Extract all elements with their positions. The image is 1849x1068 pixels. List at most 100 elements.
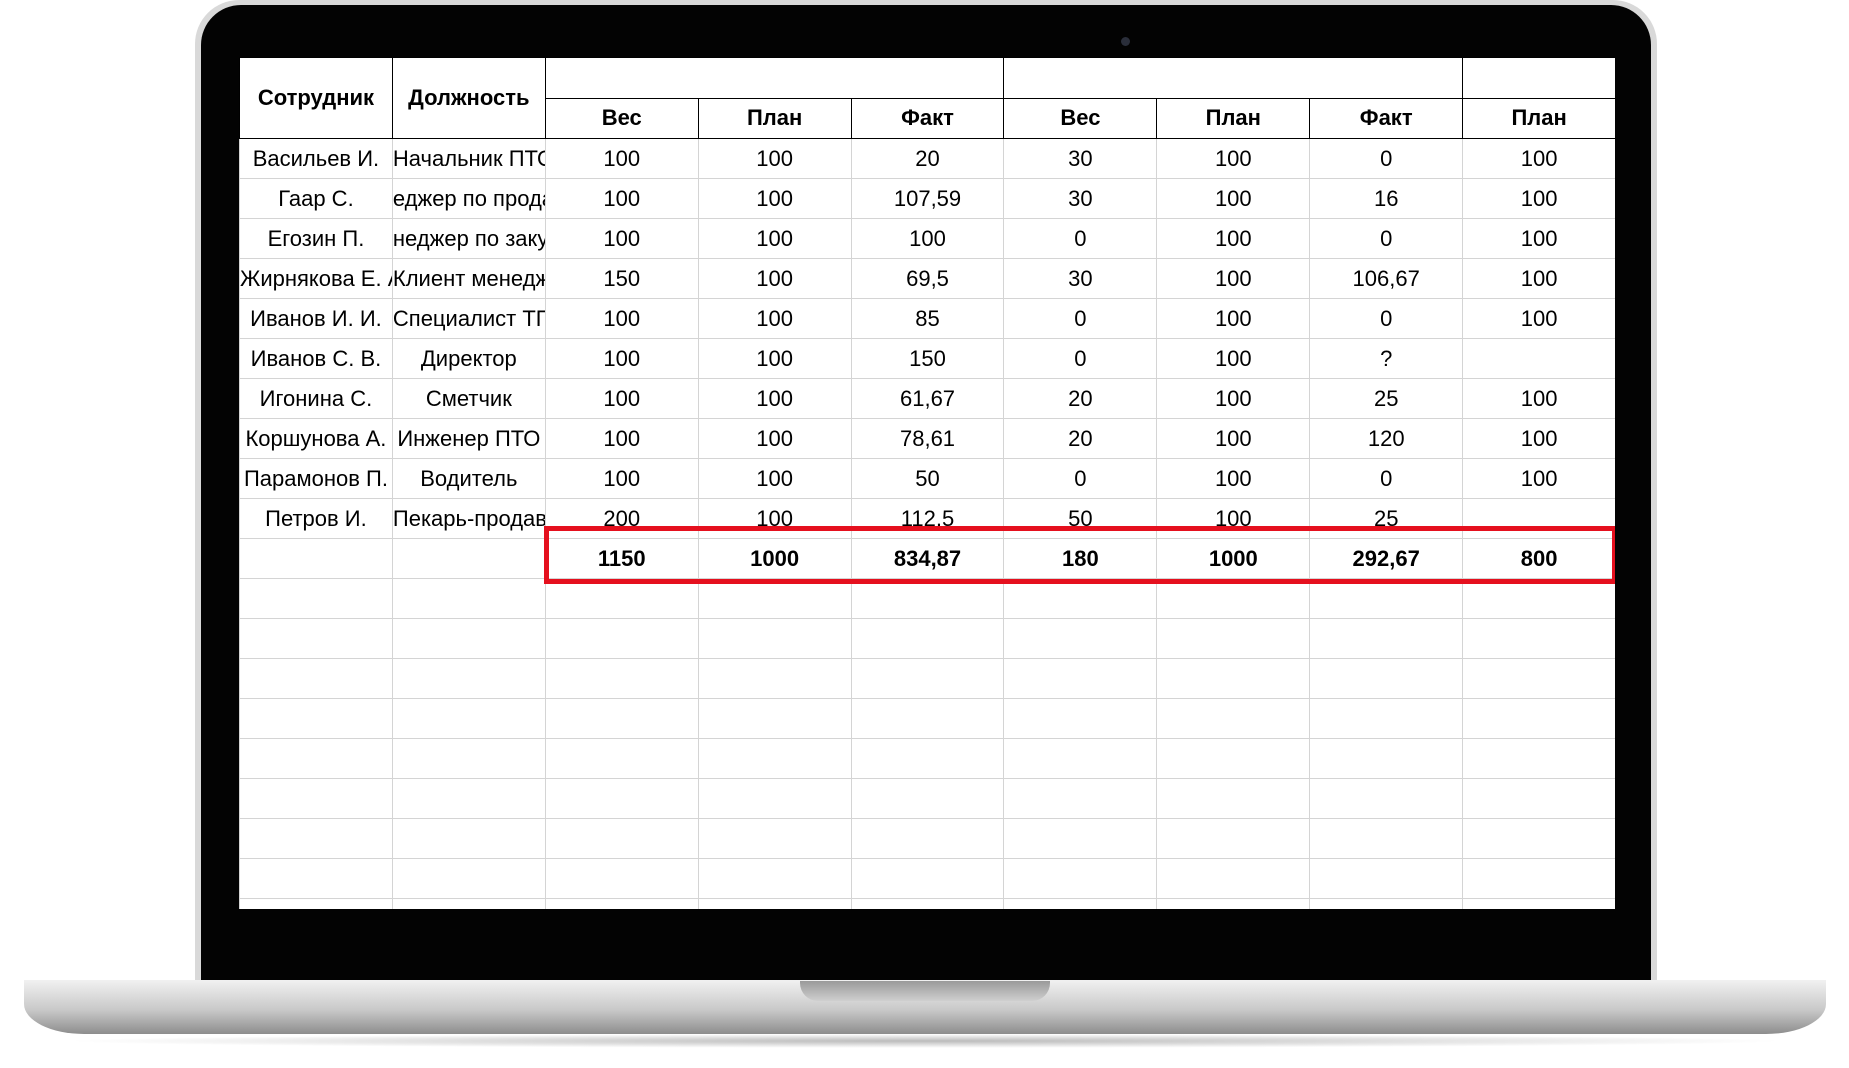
- cell[interactable]: Егозин П.: [239, 218, 393, 259]
- cell[interactable]: [239, 818, 393, 859]
- cell[interactable]: Васильев И.: [239, 138, 393, 179]
- cell[interactable]: [850, 738, 1005, 779]
- cell[interactable]: 150: [850, 338, 1005, 379]
- cell[interactable]: Клиент менеджер: [391, 258, 546, 299]
- cell[interactable]: 100: [1462, 458, 1615, 499]
- cell[interactable]: 100: [1462, 258, 1615, 299]
- cell[interactable]: 100: [850, 218, 1005, 259]
- cell[interactable]: 100: [1156, 378, 1311, 419]
- cell[interactable]: [1309, 898, 1464, 909]
- cell[interactable]: Пекарь-продавец: [391, 498, 546, 539]
- cell[interactable]: [391, 858, 546, 899]
- cell[interactable]: [1309, 738, 1464, 779]
- cell[interactable]: [1462, 618, 1615, 659]
- cell[interactable]: [697, 818, 852, 859]
- cell[interactable]: Сметчик: [391, 378, 546, 419]
- cell[interactable]: [239, 858, 393, 899]
- cell[interactable]: [391, 658, 546, 699]
- cell[interactable]: [1003, 898, 1158, 909]
- cell[interactable]: 1000: [697, 538, 852, 579]
- cell[interactable]: Иванов С. В.: [239, 338, 393, 379]
- cell[interactable]: [391, 818, 546, 859]
- cell[interactable]: [1462, 738, 1615, 779]
- cell[interactable]: 800: [1462, 538, 1615, 579]
- cell[interactable]: [1003, 738, 1158, 779]
- cell[interactable]: 100: [544, 418, 699, 459]
- cell[interactable]: Начальник ПТО: [391, 138, 546, 179]
- cell[interactable]: [1309, 778, 1464, 819]
- cell[interactable]: 100: [697, 218, 852, 259]
- cell[interactable]: 100: [1156, 218, 1311, 259]
- cell[interactable]: еджер по прода: [391, 178, 546, 219]
- cell[interactable]: Гаар С.: [239, 178, 393, 219]
- cell[interactable]: 100: [544, 218, 699, 259]
- cell[interactable]: 16: [1309, 178, 1464, 219]
- cell[interactable]: Специалист ТП: [391, 298, 546, 339]
- cell[interactable]: 107,59: [850, 178, 1005, 219]
- cell[interactable]: неджер по закуп: [391, 218, 546, 259]
- cell[interactable]: 100: [1156, 338, 1311, 379]
- cell[interactable]: 30: [1003, 138, 1158, 179]
- cell[interactable]: [391, 778, 546, 819]
- cell[interactable]: 100: [1462, 378, 1615, 419]
- cell[interactable]: [239, 738, 393, 779]
- cell[interactable]: [1309, 698, 1464, 739]
- cell[interactable]: [544, 658, 699, 699]
- cell[interactable]: 292,67: [1309, 538, 1464, 579]
- cell[interactable]: 100: [697, 258, 852, 299]
- cell[interactable]: [391, 738, 546, 779]
- cell[interactable]: 100: [544, 138, 699, 179]
- cell[interactable]: [697, 778, 852, 819]
- cell[interactable]: [1003, 858, 1158, 899]
- cell[interactable]: [1003, 578, 1158, 619]
- cell[interactable]: 100: [1462, 178, 1615, 219]
- cell[interactable]: [697, 618, 852, 659]
- cell[interactable]: [391, 898, 546, 909]
- cell[interactable]: 100: [1156, 498, 1311, 539]
- cell[interactable]: [1156, 578, 1311, 619]
- cell[interactable]: [239, 698, 393, 739]
- cell[interactable]: [1309, 818, 1464, 859]
- cell[interactable]: [239, 658, 393, 699]
- cell[interactable]: [1462, 858, 1615, 899]
- cell[interactable]: 100: [544, 298, 699, 339]
- cell[interactable]: 100: [544, 338, 699, 379]
- cell[interactable]: [239, 538, 393, 579]
- cell[interactable]: ?: [1309, 338, 1464, 379]
- cell[interactable]: 100: [1156, 418, 1311, 459]
- cell[interactable]: Иванов И. И.: [239, 298, 393, 339]
- cell[interactable]: 0: [1003, 338, 1158, 379]
- cell[interactable]: 50: [1003, 498, 1158, 539]
- cell[interactable]: [544, 818, 699, 859]
- cell[interactable]: 50: [850, 458, 1005, 499]
- cell[interactable]: 100: [544, 178, 699, 219]
- cell[interactable]: [1462, 338, 1615, 379]
- cell[interactable]: [1156, 618, 1311, 659]
- cell[interactable]: 85: [850, 298, 1005, 339]
- cell[interactable]: [1003, 778, 1158, 819]
- cell[interactable]: 100: [697, 338, 852, 379]
- cell[interactable]: 100: [1462, 418, 1615, 459]
- cell[interactable]: 100: [1156, 178, 1311, 219]
- cell[interactable]: [1462, 498, 1615, 539]
- cell[interactable]: [1309, 578, 1464, 619]
- cell[interactable]: 25: [1309, 498, 1464, 539]
- cell[interactable]: 180: [1003, 538, 1158, 579]
- cell[interactable]: [1156, 658, 1311, 699]
- cell[interactable]: 0: [1003, 298, 1158, 339]
- cell[interactable]: [1003, 658, 1158, 699]
- cell[interactable]: 100: [697, 418, 852, 459]
- cell[interactable]: [544, 898, 699, 909]
- cell[interactable]: [239, 898, 393, 909]
- cell[interactable]: [1156, 738, 1311, 779]
- cell[interactable]: [850, 658, 1005, 699]
- cell[interactable]: [239, 778, 393, 819]
- cell[interactable]: [1309, 618, 1464, 659]
- cell[interactable]: 150: [544, 258, 699, 299]
- cell[interactable]: 0: [1309, 458, 1464, 499]
- cell[interactable]: Коршунова А.: [239, 418, 393, 459]
- cell[interactable]: [1462, 698, 1615, 739]
- cell[interactable]: [1462, 818, 1615, 859]
- cell[interactable]: [850, 898, 1005, 909]
- cell[interactable]: [850, 698, 1005, 739]
